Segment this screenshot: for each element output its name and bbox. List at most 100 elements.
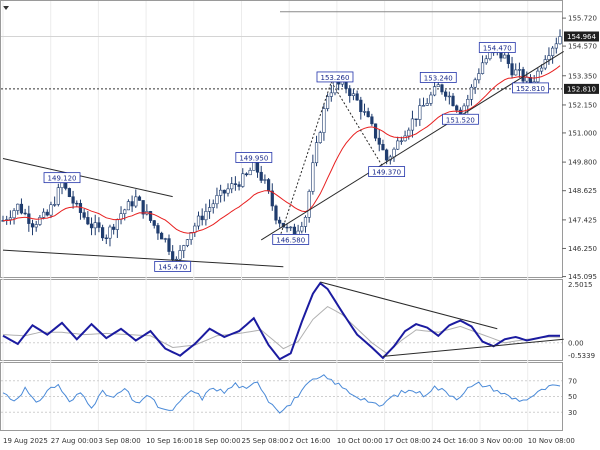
candle-body [414,118,418,120]
swing-label: 152.810 [512,82,549,94]
candle-body [359,99,363,113]
candle-body [444,91,448,97]
candle-body [64,182,68,189]
candle-body [469,86,474,100]
candle-body [285,226,289,229]
candle-body [19,203,24,214]
trend-line-rally-up [279,81,332,238]
swing-label: 145.470 [154,261,192,272]
candle-body [348,88,352,96]
rsi-tick-label: 30 [568,409,577,417]
swing-label-box [478,42,516,53]
swing-label-box [154,261,192,272]
candle-body [455,105,459,111]
x-tick-label: 24 Oct 16:00 [432,437,478,445]
candle-body [126,201,131,211]
candle-body [399,140,403,142]
candle-body [403,135,407,142]
x-tick-label: 17 Oct 08:00 [385,437,431,445]
candle-body [196,215,201,227]
candle-body [447,95,451,98]
candle-body [27,213,31,224]
macd-layer [1,281,564,361]
candle-body [514,69,518,76]
candle-body [392,148,396,158]
candle-body [355,93,359,101]
candle-body [163,238,167,240]
candle-body [104,237,108,239]
candle-body [49,204,53,216]
candle-body [237,184,241,187]
candle-body [451,95,455,107]
trend-line-pullback [330,81,384,168]
swing-label-box [43,172,81,184]
candle-body [12,210,16,219]
macd-macd-support [382,338,564,357]
candle-body [226,188,230,194]
candle-body [480,62,485,74]
candle-body [396,140,400,150]
candle-body [510,63,514,76]
candle-body [93,222,97,229]
candle-body [130,201,134,207]
swing-label-box [235,152,273,163]
candle-body [30,223,35,228]
swing-label: 149.370 [368,166,406,177]
candle-body [314,142,319,164]
swing-label-text: 145.470 [158,263,187,271]
swing-label-text: 153.260 [321,74,350,82]
macd-panel-frame [0,279,563,361]
candle-body [303,217,308,227]
swing-label-box [442,113,479,125]
candle-body [45,211,49,216]
candle-body [134,196,138,207]
candle-body [436,84,440,87]
axis-layer: 19 Aug 2025 27 Aug 00:00 3 Sep 08:00 10 Sep… [3,15,599,445]
swing-label: 149.120 [43,172,81,184]
price-tick-label: 154.570 [568,43,597,51]
candle-body [370,116,374,125]
x-tick-label: 10 Oct 00:00 [337,437,383,445]
swing-label-text: 153.240 [424,74,453,82]
x-tick-label: 19 Aug 2025 [3,437,48,445]
candle-body [115,219,119,230]
swing-label: 153.260 [316,71,354,83]
candle-body [536,70,540,83]
candle-body [484,58,488,64]
candle-body [300,226,304,232]
candle-body [241,173,245,187]
candle-body [351,93,356,96]
price-marker-box [564,31,599,42]
candle-body [38,217,42,225]
candle-body [554,43,558,49]
candle-body [381,144,385,151]
candle-body [377,137,381,145]
candle-body [233,183,237,185]
swing-label: 146.580 [272,234,310,245]
candle-body [466,99,470,107]
swing-label-box [368,166,406,177]
candle-body [270,190,274,207]
swing-label-text: 149.120 [48,175,77,183]
candle-body [189,232,193,240]
candle-body [539,67,544,72]
candle-body [211,203,215,208]
candle-body [182,245,186,251]
price-layer: 149.120 145.470 149.950 146.580 153.260 149.3… [1,11,564,272]
swing-label-box [419,72,457,83]
swing-label-text: 152.810 [516,85,545,93]
candle-body [517,69,522,71]
candle-body [366,111,370,118]
price-marker-text: 154.964 [567,33,596,41]
candle-body [503,54,507,59]
macd-signal-line [2,305,560,354]
x-tick-label: 25 Sep 08:00 [242,437,289,445]
candle-body [322,108,326,133]
x-tick-label: 2 Oct 16:00 [289,437,330,445]
price-tick-label: 151.000 [568,129,597,137]
candle-body [53,204,57,206]
candle-body [263,179,267,181]
candle-body [71,196,75,204]
candle-body [171,251,175,261]
